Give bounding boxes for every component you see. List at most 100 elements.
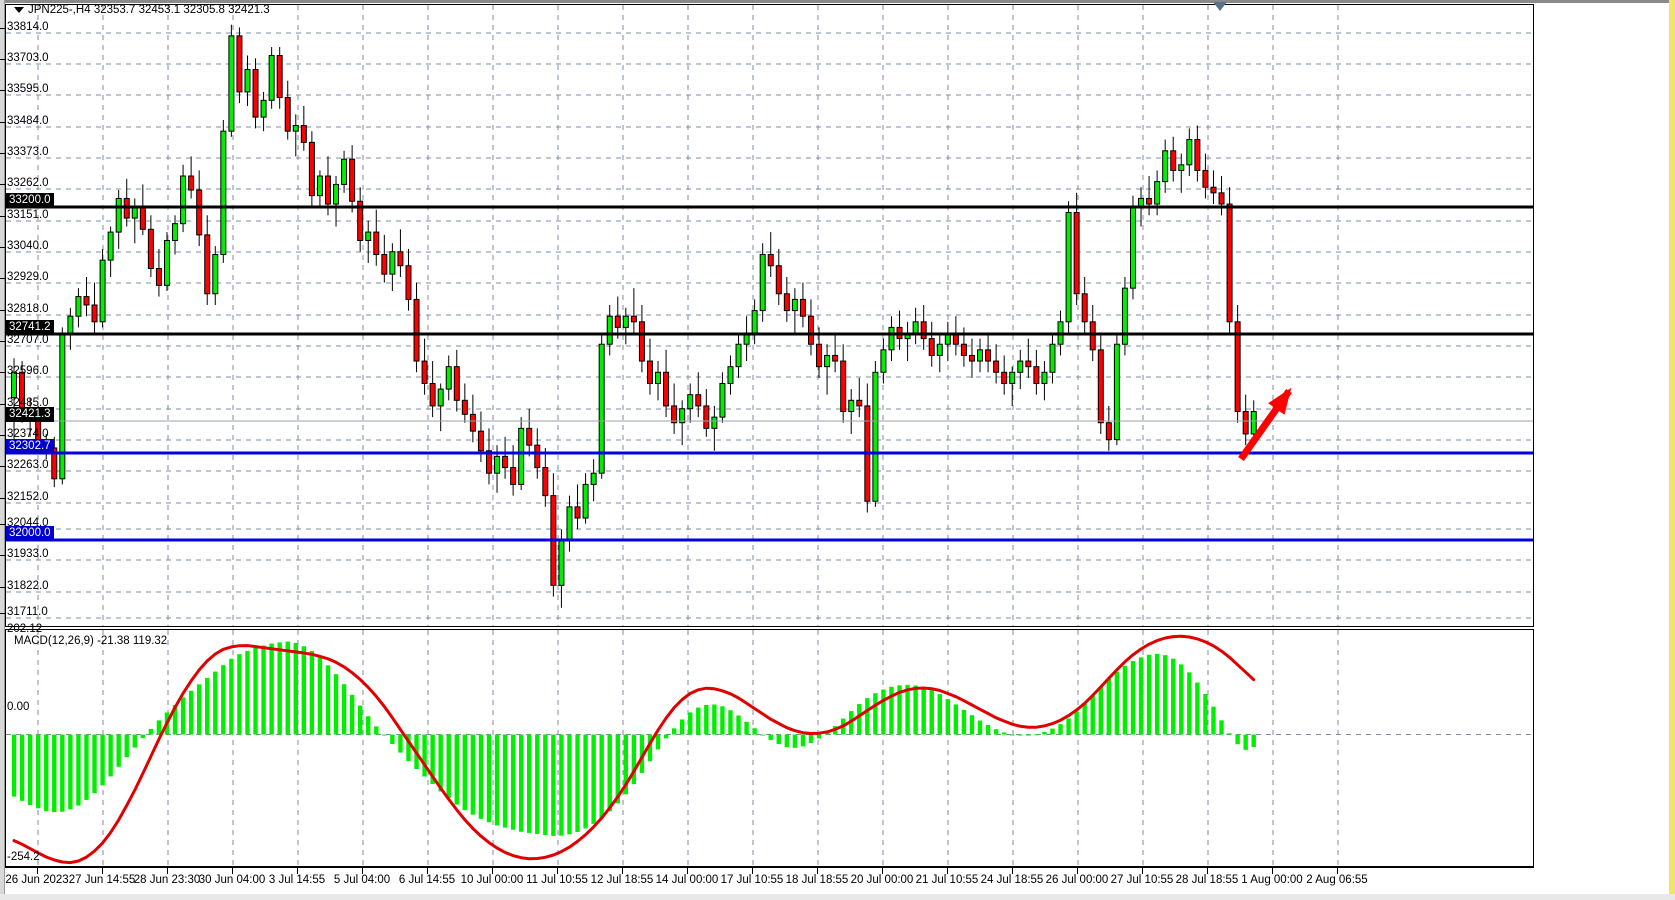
period-separator-marker-icon bbox=[1213, 2, 1227, 11]
axis-tick-mark bbox=[0, 28, 5, 29]
price-axis-tick-label: 32263.0 bbox=[7, 459, 49, 471]
time-axis-tick-mark bbox=[102, 868, 103, 874]
window-right-accent-frame bbox=[1669, 0, 1675, 900]
axis-tick-mark bbox=[0, 613, 5, 614]
axis-tick-mark bbox=[0, 498, 5, 499]
macd-indicator-panel[interactable]: MACD(12,26,9) -21.38 119.32 bbox=[5, 629, 1534, 867]
time-axis-tick-mark bbox=[492, 868, 493, 874]
time-axis-tick-mark bbox=[752, 868, 753, 874]
time-axis-tick-label: 10 Jul 00:00 bbox=[460, 874, 524, 886]
macd-indicator-label: MACD(12,26,9) -21.38 119.32 bbox=[14, 635, 168, 647]
axis-tick-mark bbox=[0, 404, 5, 405]
time-axis-tick-label: 27 Jul 10:55 bbox=[1110, 874, 1174, 886]
time-axis-tick-mark bbox=[1207, 868, 1208, 874]
price-axis-tick-label: 33151.0 bbox=[7, 209, 49, 221]
chart-title: JPN225-,H4 32353.7 32453.1 32305.8 32421… bbox=[14, 4, 270, 16]
axis-tick-mark bbox=[0, 278, 5, 279]
time-axis[interactable]: 26 Jun 2023 27 Jun 14:55 28 Jun 23:30 30 Ju… bbox=[5, 867, 1534, 894]
time-axis-tick-label: 30 Jun 04:00 bbox=[198, 874, 266, 886]
price-axis-tick-label: 33040.0 bbox=[7, 240, 49, 252]
time-axis-tick-mark bbox=[1077, 868, 1078, 874]
axis-tick-mark bbox=[0, 216, 5, 217]
price-axis-tick-label: 33484.0 bbox=[7, 115, 49, 127]
level-price-badge[interactable]: 33200.0 bbox=[6, 193, 54, 208]
time-axis-tick-label: 26 Jul 00:00 bbox=[1045, 874, 1109, 886]
support-level-price-badge[interactable]: 32000.0 bbox=[6, 526, 54, 541]
axis-tick-mark bbox=[0, 341, 5, 342]
time-axis-tick-mark bbox=[687, 868, 688, 874]
price-axis-tick-label: 32707.0 bbox=[7, 334, 49, 346]
time-axis-tick-label: 20 Jul 00:00 bbox=[850, 874, 914, 886]
axis-tick-mark bbox=[0, 122, 5, 123]
price-axis-tick-label: 33262.0 bbox=[7, 177, 49, 189]
time-axis-tick-mark bbox=[882, 868, 883, 874]
price-axis-tick-label: 33814.0 bbox=[7, 21, 49, 33]
time-axis-tick-label: 2 Aug 06:55 bbox=[1306, 874, 1368, 886]
axis-tick-mark bbox=[0, 310, 5, 311]
price-chart-panel[interactable] bbox=[5, 4, 1534, 627]
window-bottom-frame bbox=[0, 894, 1675, 900]
time-axis-tick-label: 27 Jun 14:55 bbox=[68, 874, 136, 886]
time-axis-tick-mark bbox=[427, 868, 428, 874]
price-axis-tick-label: 33595.0 bbox=[7, 83, 49, 95]
axis-tick-mark bbox=[0, 59, 5, 60]
level-price-badge[interactable]: 32421.3 bbox=[6, 407, 54, 422]
time-axis-tick-mark bbox=[947, 868, 948, 874]
price-axis-tick-label: 32929.0 bbox=[7, 271, 49, 283]
price-axis-tick-label: 33373.0 bbox=[7, 146, 49, 158]
axis-tick-mark bbox=[0, 247, 5, 248]
time-axis-tick-mark bbox=[297, 868, 298, 874]
price-axis-tick-label: 32152.0 bbox=[7, 491, 49, 503]
axis-tick-mark bbox=[0, 184, 5, 185]
price-axis-tick-label: 31933.0 bbox=[7, 548, 49, 560]
level-price-badge[interactable]: 32741.2 bbox=[6, 320, 54, 335]
time-axis-tick-mark bbox=[1337, 868, 1338, 874]
time-axis-tick-label: 28 Jul 18:55 bbox=[1175, 874, 1239, 886]
price-axis-tick-label: 33703.0 bbox=[7, 52, 49, 64]
time-axis-tick-mark bbox=[232, 868, 233, 874]
time-axis-tick-label: 26 Jun 2023 bbox=[5, 874, 69, 886]
axis-tick-mark bbox=[0, 153, 5, 154]
price-axis-tick-label: 32044.0 bbox=[7, 517, 49, 529]
axis-tick-mark bbox=[0, 90, 5, 91]
time-axis-tick-mark bbox=[1272, 868, 1273, 874]
window-top-frame bbox=[0, 0, 1675, 3]
price-axis-tick-label: 32485.0 bbox=[7, 397, 49, 409]
time-axis-tick-mark bbox=[557, 868, 558, 874]
axis-tick-mark bbox=[0, 555, 5, 556]
time-axis-tick-label: 12 Jul 18:55 bbox=[590, 874, 654, 886]
axis-tick-mark bbox=[0, 466, 5, 467]
time-axis-tick-label: 18 Jul 18:55 bbox=[785, 874, 849, 886]
time-axis-tick-label: 21 Jul 10:55 bbox=[915, 874, 979, 886]
price-axis-tick-label: 32596.0 bbox=[7, 365, 49, 377]
time-axis-tick-mark bbox=[622, 868, 623, 874]
time-axis-tick-mark bbox=[37, 868, 38, 874]
price-axis-tick-label: 32374.0 bbox=[7, 428, 49, 440]
axis-tick-mark bbox=[0, 435, 5, 436]
window-left-frame bbox=[0, 0, 5, 900]
time-axis-tick-label: 14 Jul 00:00 bbox=[655, 874, 719, 886]
time-axis-tick-mark bbox=[817, 868, 818, 874]
time-axis-tick-label: 6 Jul 14:55 bbox=[398, 874, 456, 886]
time-axis-tick-label: 24 Jul 18:55 bbox=[980, 874, 1044, 886]
macd-axis-tick-label: -254.2 bbox=[7, 851, 40, 863]
price-axis-tick-label: 31711.0 bbox=[7, 606, 48, 618]
support-level-price-badge[interactable]: 32302.7 bbox=[6, 439, 54, 454]
time-axis-tick-mark bbox=[1142, 868, 1143, 874]
time-axis-tick-label: 3 Jul 14:55 bbox=[268, 874, 326, 886]
time-axis-tick-mark bbox=[1012, 868, 1013, 874]
time-axis-tick-mark bbox=[362, 868, 363, 874]
price-axis-tick-label: 32818.0 bbox=[7, 303, 49, 315]
axis-tick-mark bbox=[0, 372, 5, 373]
time-axis-tick-label: 28 Jun 23:30 bbox=[133, 874, 201, 886]
macd-chart-canvas bbox=[6, 630, 1533, 866]
macd-axis-tick-label: 0.00 bbox=[7, 701, 30, 713]
chevron-down-icon[interactable] bbox=[14, 6, 24, 13]
price-axis-tick-label: 31822.0 bbox=[7, 580, 49, 592]
time-axis-tick-label: 5 Jul 04:00 bbox=[333, 874, 391, 886]
time-axis-tick-label: 17 Jul 10:55 bbox=[720, 874, 784, 886]
macd-axis-tick-label: 202.12 bbox=[7, 623, 43, 635]
chart-title-text: JPN225-,H4 32353.7 32453.1 32305.8 32421… bbox=[28, 4, 270, 16]
time-axis-tick-mark bbox=[167, 868, 168, 874]
